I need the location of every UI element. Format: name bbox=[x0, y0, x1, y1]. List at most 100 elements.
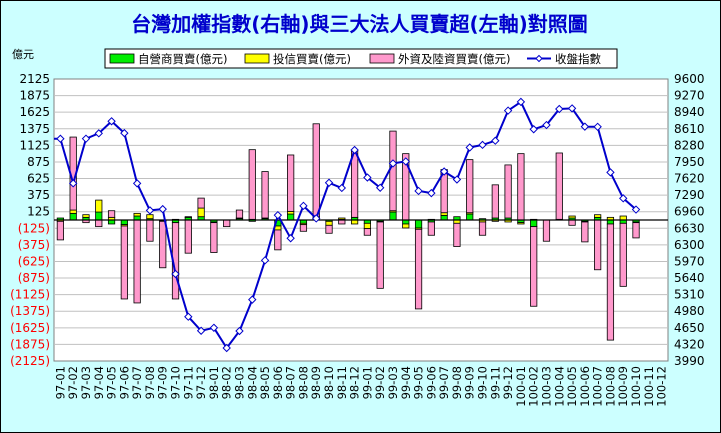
bar bbox=[274, 229, 282, 251]
x-tick-label: 98-01 bbox=[207, 366, 221, 399]
bar bbox=[120, 219, 128, 226]
bar bbox=[133, 219, 141, 304]
y-tick-label: (125) bbox=[18, 221, 50, 235]
bar bbox=[82, 214, 90, 218]
bar bbox=[223, 219, 231, 228]
index-marker bbox=[171, 269, 180, 279]
x-tick-label: 98-03 bbox=[232, 366, 246, 399]
bar bbox=[363, 228, 371, 236]
legend-marker bbox=[535, 54, 543, 63]
bar bbox=[56, 220, 64, 241]
bar bbox=[555, 152, 563, 220]
y2-tick-label: 8940 bbox=[674, 105, 705, 119]
bar bbox=[95, 199, 103, 213]
y-tick-label: (625) bbox=[18, 254, 50, 268]
bar bbox=[594, 219, 602, 271]
index-marker bbox=[478, 140, 487, 150]
bar bbox=[338, 217, 346, 220]
bar bbox=[581, 221, 589, 243]
index-marker bbox=[375, 183, 385, 192]
index-marker bbox=[606, 168, 615, 177]
bar bbox=[146, 214, 154, 220]
y-tick-label: (1625) bbox=[10, 321, 50, 335]
index-marker bbox=[465, 143, 474, 152]
index-marker bbox=[516, 97, 526, 107]
bar bbox=[466, 159, 474, 214]
legend bbox=[104, 48, 618, 69]
bar bbox=[491, 184, 499, 219]
y2-tick-label: 7620 bbox=[674, 172, 705, 186]
y2-tick-label: 5640 bbox=[674, 271, 705, 285]
x-tick-label: 97-12 bbox=[194, 366, 208, 399]
index-marker bbox=[81, 134, 91, 143]
y2-tick-label: 5970 bbox=[674, 254, 705, 268]
legend-label: 外資及陸資買賣(億元) bbox=[398, 52, 510, 66]
bar bbox=[197, 197, 205, 209]
bar bbox=[120, 225, 128, 300]
legend-label: 收盤指數 bbox=[555, 52, 601, 66]
x-tick-label: 97-09 bbox=[156, 366, 170, 399]
x-tick-label: 99-04 bbox=[399, 366, 413, 399]
index-marker bbox=[273, 210, 283, 220]
index-marker bbox=[132, 179, 142, 188]
x-tick-label: 97-05 bbox=[105, 366, 119, 399]
x-tick-label: 100-01 bbox=[514, 366, 528, 407]
legend-label: 自營商買賣(億元) bbox=[138, 52, 227, 66]
y2-tick-label: 4650 bbox=[674, 321, 705, 335]
index-marker bbox=[555, 104, 564, 114]
y-tick-label: 1875 bbox=[19, 89, 50, 103]
y-tick-label: (1125) bbox=[10, 288, 50, 302]
bar bbox=[146, 219, 154, 242]
x-tick-label: 100-05 bbox=[565, 366, 579, 407]
x-tick-label: 97-02 bbox=[66, 366, 80, 399]
index-marker bbox=[529, 125, 538, 134]
y-tick-label: 625 bbox=[27, 172, 50, 186]
y-tick-label: 375 bbox=[27, 188, 50, 202]
bar bbox=[478, 221, 487, 236]
y2-tick-label: 8280 bbox=[674, 138, 705, 152]
y-tick-label: 875 bbox=[27, 155, 50, 169]
x-tick-label: 97-07 bbox=[130, 366, 144, 399]
bar bbox=[594, 214, 602, 218]
x-tick-label: 100-03 bbox=[539, 366, 553, 407]
y2-tick-label: 9600 bbox=[674, 72, 705, 86]
bar bbox=[210, 222, 218, 253]
index-marker bbox=[209, 323, 219, 332]
bar bbox=[606, 223, 615, 341]
x-tick-label: 100-08 bbox=[603, 366, 617, 407]
x-tick-label: 98-07 bbox=[284, 366, 298, 399]
index-marker bbox=[452, 175, 462, 184]
chart-title: 台灣加權指數(右軸)與三大法人買賣超(左軸)對照圖 bbox=[131, 12, 588, 36]
y-tick-label: (1875) bbox=[10, 337, 50, 351]
bar bbox=[568, 215, 576, 219]
x-tick-label: 100-07 bbox=[591, 366, 605, 407]
index-marker bbox=[286, 234, 295, 243]
legend-swatch bbox=[369, 53, 395, 64]
index-marker bbox=[619, 194, 628, 203]
x-tick-label: 97-03 bbox=[79, 366, 93, 399]
bar bbox=[287, 213, 295, 221]
y2-tick-label: 3990 bbox=[674, 354, 705, 368]
y-tick-label: 125 bbox=[27, 205, 50, 219]
bar bbox=[542, 219, 551, 242]
y2-tick-label: 6630 bbox=[674, 221, 705, 235]
x-tick-label: 97-11 bbox=[181, 366, 195, 399]
index-marker bbox=[248, 295, 257, 304]
y-tick-label: 1375 bbox=[19, 122, 50, 136]
bar bbox=[517, 222, 525, 225]
y2-tick-label: 6960 bbox=[674, 205, 705, 219]
y2-tick-label: 9270 bbox=[674, 89, 705, 103]
x-tick-label: 100-10 bbox=[629, 366, 643, 407]
x-tick-label: 100-11 bbox=[642, 366, 656, 407]
x-tick-label: 97-08 bbox=[143, 366, 157, 399]
index-marker bbox=[56, 134, 65, 143]
index-marker bbox=[260, 256, 270, 265]
x-tick-label: 99-12 bbox=[501, 366, 515, 399]
index-marker bbox=[222, 343, 231, 353]
y-tick-label: (375) bbox=[18, 238, 50, 252]
x-tick-label: 97-01 bbox=[53, 366, 67, 399]
bar bbox=[312, 123, 320, 218]
index-marker bbox=[491, 136, 500, 145]
index-marker bbox=[145, 206, 155, 215]
